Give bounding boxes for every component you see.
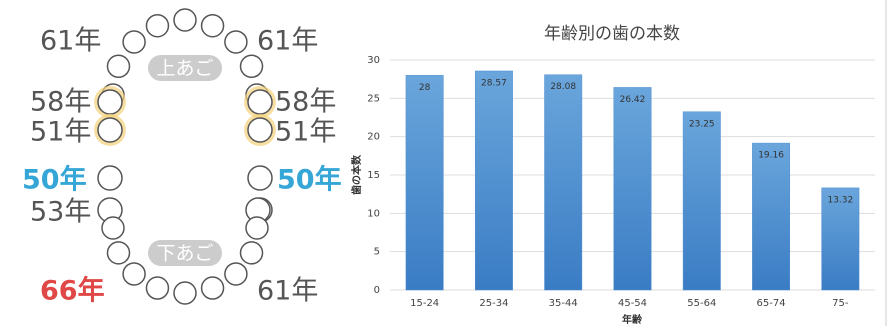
bar bbox=[752, 142, 791, 291]
teeth-diagram bbox=[94, 8, 276, 305]
age-label: 51年 bbox=[275, 117, 336, 148]
age-label: 58年 bbox=[30, 87, 91, 118]
tooth bbox=[97, 89, 123, 115]
x-tick-label: 45-54 bbox=[618, 298, 647, 309]
bar bbox=[474, 70, 513, 291]
tooth bbox=[239, 54, 264, 79]
tooth bbox=[247, 89, 273, 115]
x-tick-label: 15-24 bbox=[410, 298, 439, 309]
data-label: 13.32 bbox=[827, 195, 853, 205]
tooth bbox=[200, 13, 225, 38]
y-tick-label: 15 bbox=[367, 170, 380, 181]
x-axis-label: 年齢 bbox=[622, 313, 643, 326]
bar bbox=[544, 74, 583, 291]
tooth bbox=[97, 165, 123, 191]
y-tick-label: 25 bbox=[367, 93, 380, 104]
data-label: 28.57 bbox=[481, 78, 507, 88]
tooth bbox=[101, 216, 125, 240]
data-label: 23.25 bbox=[689, 119, 715, 129]
x-tick-label: 55-64 bbox=[687, 298, 716, 309]
age-label: 50年 bbox=[22, 164, 87, 196]
y-tick-label: 20 bbox=[367, 132, 380, 143]
x-tick-label: 25-34 bbox=[479, 298, 508, 309]
pill bbox=[148, 55, 222, 81]
bar bbox=[613, 87, 652, 291]
y-tick-label: 30 bbox=[367, 55, 380, 66]
data-label: 26.42 bbox=[620, 95, 646, 105]
bar bbox=[682, 111, 721, 291]
tooth bbox=[224, 262, 248, 286]
age-label: 66年 bbox=[40, 275, 105, 307]
x-tick-label: 35-44 bbox=[549, 298, 578, 309]
bar bbox=[821, 187, 860, 291]
age-label: 53年 bbox=[30, 197, 91, 228]
tooth bbox=[173, 281, 197, 305]
age-label: 61年 bbox=[257, 276, 318, 307]
age-label: 61年 bbox=[257, 26, 318, 57]
upper-label: 上あご bbox=[156, 58, 213, 80]
tooth bbox=[122, 30, 146, 54]
tooth bbox=[239, 241, 264, 265]
chart: 年齢別の歯の本数 歯の本数 年齢 0 5 10 15 20 25 30 15-24 28 25-3… bbox=[350, 24, 875, 326]
tooth bbox=[200, 276, 225, 300]
tooth bbox=[173, 8, 197, 32]
data-label: 28.08 bbox=[550, 82, 576, 92]
age-label: 58年 bbox=[275, 87, 336, 118]
tooth bbox=[247, 117, 273, 143]
y-tick-label: 0 bbox=[374, 285, 380, 296]
tooth bbox=[106, 241, 131, 265]
tooth bbox=[247, 165, 273, 191]
tooth bbox=[122, 262, 146, 286]
tooth bbox=[224, 30, 248, 54]
tooth bbox=[97, 117, 123, 143]
x-tick-label: 65-74 bbox=[757, 298, 786, 309]
data-label: 19.16 bbox=[758, 151, 784, 161]
lower-label: 下あご bbox=[156, 243, 213, 265]
pill bbox=[148, 240, 222, 266]
bar bbox=[405, 75, 444, 291]
y-tick-label: 10 bbox=[367, 208, 380, 219]
age-label: 51年 bbox=[30, 117, 91, 148]
tooth bbox=[145, 13, 170, 38]
tooth bbox=[245, 216, 269, 240]
x-tick-label: 75- bbox=[832, 298, 849, 309]
age-label: 50年 bbox=[277, 164, 342, 196]
age-label: 61年 bbox=[40, 26, 101, 57]
chart-title: 年齢別の歯の本数 bbox=[544, 24, 680, 44]
y-tick-label: 5 bbox=[374, 247, 380, 258]
data-label: 28 bbox=[419, 83, 431, 93]
y-axis-label: 歯の本数 bbox=[350, 154, 363, 195]
tooth bbox=[106, 54, 131, 79]
tooth bbox=[145, 276, 170, 300]
